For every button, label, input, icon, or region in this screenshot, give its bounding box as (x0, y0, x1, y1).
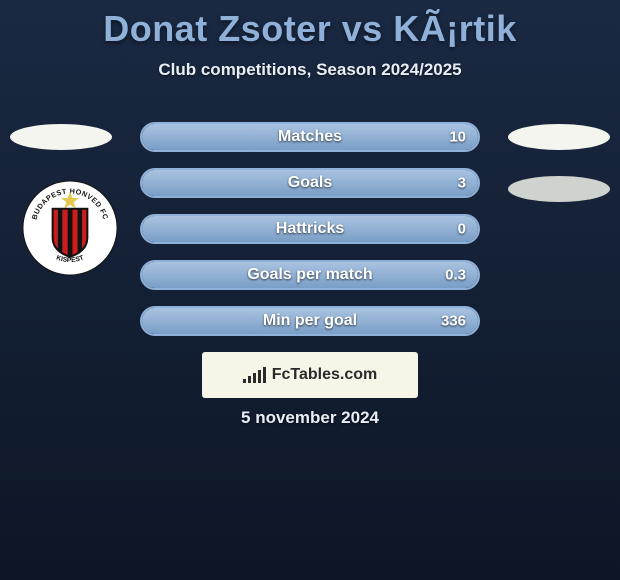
club-right-placeholder (508, 176, 610, 202)
stat-row-min-per-goal: Min per goal 336 (140, 306, 480, 336)
stat-label: Hattricks (276, 220, 344, 238)
stat-row-hattricks: Hattricks 0 (140, 214, 480, 244)
branding-box[interactable]: FcTables.com (202, 352, 418, 398)
stat-row-goals-per-match: Goals per match 0.3 (140, 260, 480, 290)
stat-label: Goals per match (247, 266, 372, 284)
stat-row-goals: Goals 3 (140, 168, 480, 198)
page-subtitle: Club competitions, Season 2024/2025 (0, 60, 620, 80)
stat-row-matches: Matches 10 (140, 122, 480, 152)
club-badge-left: BUDAPEST HONVED FC KISPEST (22, 180, 118, 276)
bars-icon (243, 367, 266, 383)
stat-value: 0.3 (445, 267, 466, 284)
footer-date: 5 november 2024 (241, 408, 379, 428)
player-right-placeholder (508, 124, 610, 150)
stat-value: 10 (449, 129, 466, 146)
branding-text: FcTables.com (272, 366, 378, 384)
club-badge-svg: BUDAPEST HONVED FC KISPEST (22, 180, 118, 276)
stat-label: Matches (278, 128, 342, 146)
stats-container: Matches 10 Goals 3 Hattricks 0 Goals per… (140, 122, 480, 352)
player-left-placeholder (10, 124, 112, 150)
page-title: Donat Zsoter vs KÃ¡rtik (0, 0, 620, 50)
stat-value: 3 (458, 175, 466, 192)
stat-value: 336 (441, 313, 466, 330)
stat-label: Min per goal (263, 312, 357, 330)
stat-value: 0 (458, 221, 466, 238)
stat-label: Goals (288, 174, 332, 192)
